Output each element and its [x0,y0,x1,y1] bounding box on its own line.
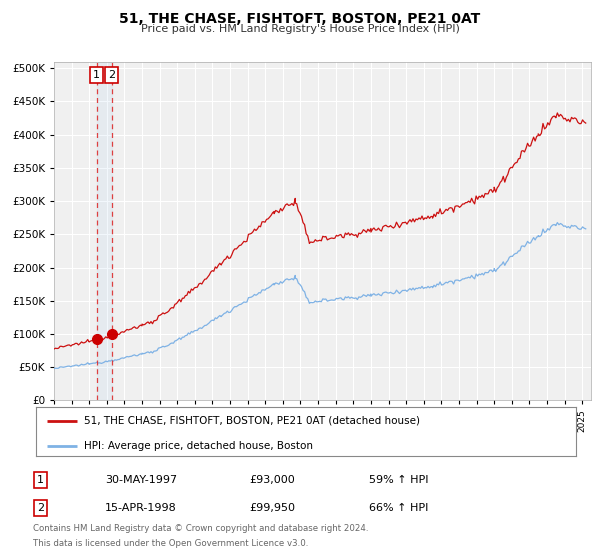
Text: 51, THE CHASE, FISHTOFT, BOSTON, PE21 0AT (detached house): 51, THE CHASE, FISHTOFT, BOSTON, PE21 0A… [83,416,419,426]
Text: 30-MAY-1997: 30-MAY-1997 [105,475,177,485]
Text: £93,000: £93,000 [249,475,295,485]
Bar [97,62,112,400]
Text: This data is licensed under the Open Government Licence v3.0.: This data is licensed under the Open Gov… [33,539,308,548]
Text: 59% ↑ HPI: 59% ↑ HPI [369,475,428,485]
Text: 2: 2 [108,70,115,80]
Text: 66% ↑ HPI: 66% ↑ HPI [369,503,428,513]
Text: 51, THE CHASE, FISHTOFT, BOSTON, PE21 0AT: 51, THE CHASE, FISHTOFT, BOSTON, PE21 0A… [119,12,481,26]
Text: Price paid vs. HM Land Registry's House Price Index (HPI): Price paid vs. HM Land Registry's House … [140,24,460,34]
Text: 2: 2 [37,503,44,513]
Text: £99,950: £99,950 [249,503,295,513]
Text: 1: 1 [93,70,100,80]
Text: HPI: Average price, detached house, Boston: HPI: Average price, detached house, Bost… [83,441,313,451]
Text: Contains HM Land Registry data © Crown copyright and database right 2024.: Contains HM Land Registry data © Crown c… [33,524,368,533]
Text: 15-APR-1998: 15-APR-1998 [105,503,177,513]
Text: 1: 1 [37,475,44,485]
